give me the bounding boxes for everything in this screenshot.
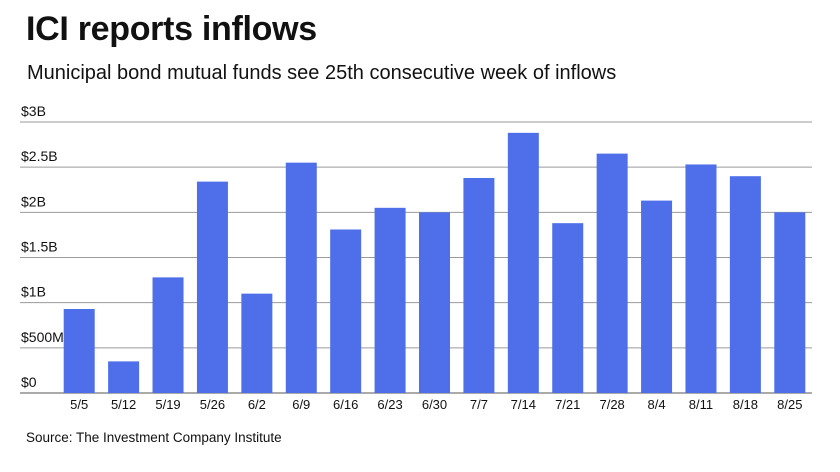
x-tick-label: 6/30 <box>422 397 447 412</box>
x-tick-label: 8/11 <box>689 397 713 412</box>
x-tick-label: 5/12 <box>111 397 136 412</box>
x-tick-label: 6/23 <box>377 397 402 412</box>
y-tick-label: $3B <box>21 103 46 119</box>
bar <box>152 277 184 393</box>
bar <box>729 176 761 393</box>
bar <box>774 212 806 393</box>
bar <box>330 229 362 393</box>
bar <box>419 212 450 393</box>
x-tick-label: 8/4 <box>648 397 666 412</box>
y-tick-label: $2B <box>21 193 46 209</box>
bar <box>552 223 584 393</box>
bar <box>463 178 495 393</box>
gridlines <box>20 121 812 394</box>
x-tick-label: 6/9 <box>292 397 310 412</box>
y-tick-label: $500M <box>21 329 64 345</box>
x-tick-label: 8/18 <box>733 397 758 412</box>
x-tick-label: 8/25 <box>777 397 802 412</box>
bar <box>108 361 140 393</box>
bars <box>63 132 806 393</box>
bar <box>196 181 228 393</box>
x-tick-label: 6/2 <box>248 397 266 412</box>
bar <box>685 164 717 393</box>
bar <box>241 293 273 393</box>
x-tick-label: 7/21 <box>555 397 580 412</box>
x-tick-label: 5/5 <box>70 397 88 412</box>
y-tick-label: $1.5B <box>21 239 58 255</box>
y-tick-label: $1B <box>21 284 46 300</box>
bar <box>596 153 628 393</box>
bar <box>63 308 95 393</box>
bar <box>285 162 317 393</box>
x-tick-label: 7/7 <box>470 397 488 412</box>
x-tick-label: 6/16 <box>333 397 358 412</box>
bar <box>374 207 406 393</box>
chart-title: ICI reports inflows <box>26 10 317 48</box>
y-axis-ticks: $0 $500M $1B $1.5B $2B $2.5B $3B <box>21 103 64 390</box>
x-tick-label: 7/14 <box>511 397 536 412</box>
chart-subtitle: Municipal bond mutual funds see 25th con… <box>27 62 617 84</box>
x-tick-label: 5/26 <box>200 397 225 412</box>
bar <box>641 200 673 393</box>
x-axis-ticks: 5/5 5/12 5/19 5/26 6/2 6/9 6/16 6/23 6/30 7/7 7/14… <box>70 397 802 412</box>
y-tick-label: $2.5B <box>21 148 58 164</box>
bar <box>507 132 539 393</box>
x-tick-label: 7/28 <box>599 397 624 412</box>
x-tick-label: 5/19 <box>155 397 180 412</box>
source-note: Source: The Investment Company Institute <box>26 430 282 445</box>
y-tick-label: $0 <box>21 374 37 390</box>
